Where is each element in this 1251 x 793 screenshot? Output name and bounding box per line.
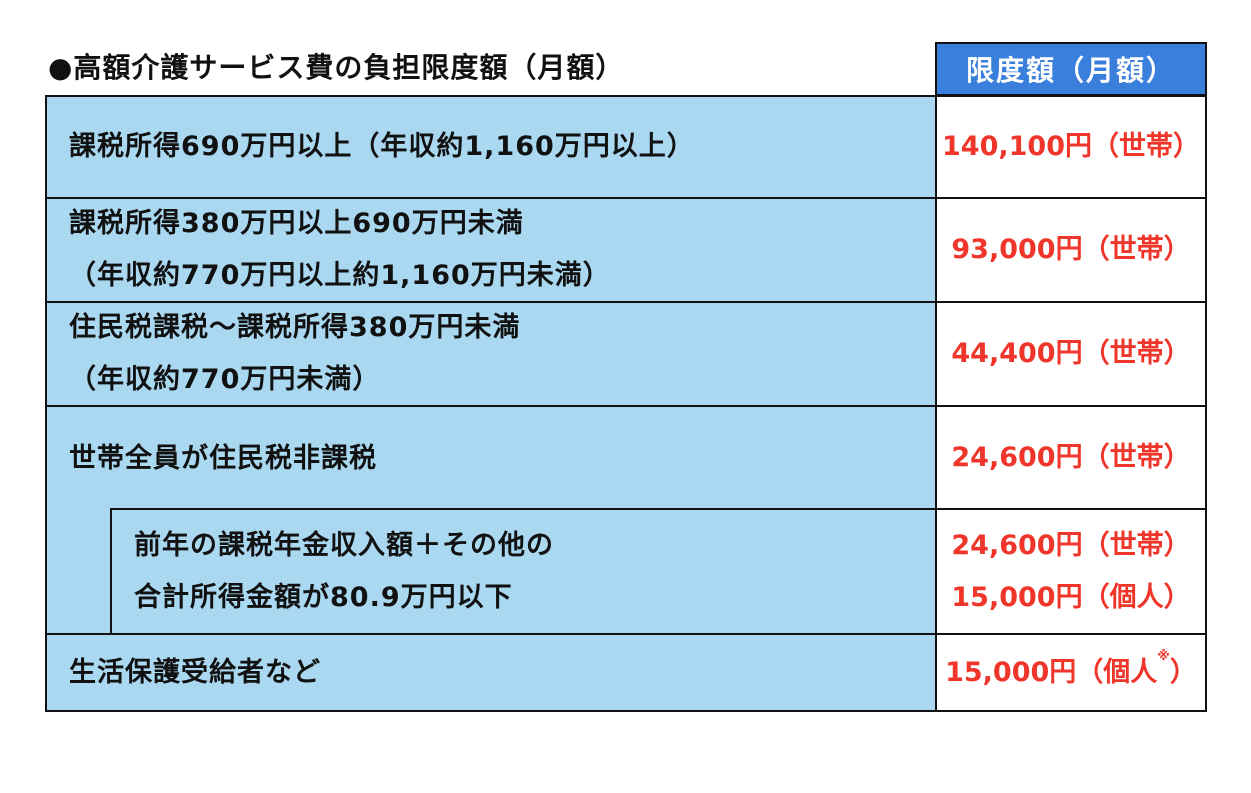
table-title: ●高額介護サービス費の負担限度額（月額） [48,51,625,84]
limit-amount: 24,600円（世帯） [951,529,1191,561]
limit-cell: 24,600円（世帯） 15,000円（個人） [935,508,1207,635]
category-label: 世帯全員が住民税非課税 [69,443,377,474]
limit-amount: 24,600円（世帯） [951,441,1191,473]
income-category-cell: 課税所得690万円以上（年収約1,160万円以上） [45,95,937,199]
category-label: 合計所得金額が80.9万円以下 [134,581,513,613]
limit-cell: 140,100円（世帯） [935,95,1207,199]
category-label: 住民税課税～課税所得380万円未満 [69,312,521,343]
category-label: 前年の課税年金収入額＋その他の [134,529,554,561]
limit-cell: 93,000円（世帯） [935,197,1207,303]
income-category-cell: 生活保護受給者など [45,633,937,712]
income-category-cell: 課税所得380万円以上690万円未満 （年収約770万円以上約1,160万円未満… [45,197,937,303]
note-mark: ※ [1157,648,1170,664]
limit-column-header: 限度額（月額） [935,42,1207,96]
limit-cell: 44,400円（世帯） [935,301,1207,407]
income-category-cell: 住民税課税～課税所得380万円未満 （年収約770万円未満） [45,301,937,407]
category-label: 課税所得690万円以上（年収約1,160万円以上） [69,131,695,162]
category-label: 生活保護受給者など [69,656,321,688]
limit-amount: 44,400円（世帯） [951,338,1191,369]
limit-amount-text: 15,000円（個人 [945,656,1158,688]
limit-suffix: ） [1169,656,1197,688]
limit-amount: 15,000円（個人） [951,581,1191,613]
limit-cell: 15,000円（個人※） [935,633,1207,712]
limit-amount: 140,100円（世帯） [942,131,1200,162]
category-note: （年収約770万円以上約1,160万円未満） [69,260,611,291]
limit-cell: 24,600円（世帯） [935,405,1207,510]
limit-amount: 15,000円（個人※） [945,647,1197,699]
category-label: 課税所得380万円以上690万円未満 [69,208,524,239]
category-note: （年収約770万円未満） [69,364,381,395]
sub-category-cell: 前年の課税年金収入額＋その他の 合計所得金額が80.9万円以下 [110,508,937,635]
limit-amount: 93,000円（世帯） [951,234,1191,265]
